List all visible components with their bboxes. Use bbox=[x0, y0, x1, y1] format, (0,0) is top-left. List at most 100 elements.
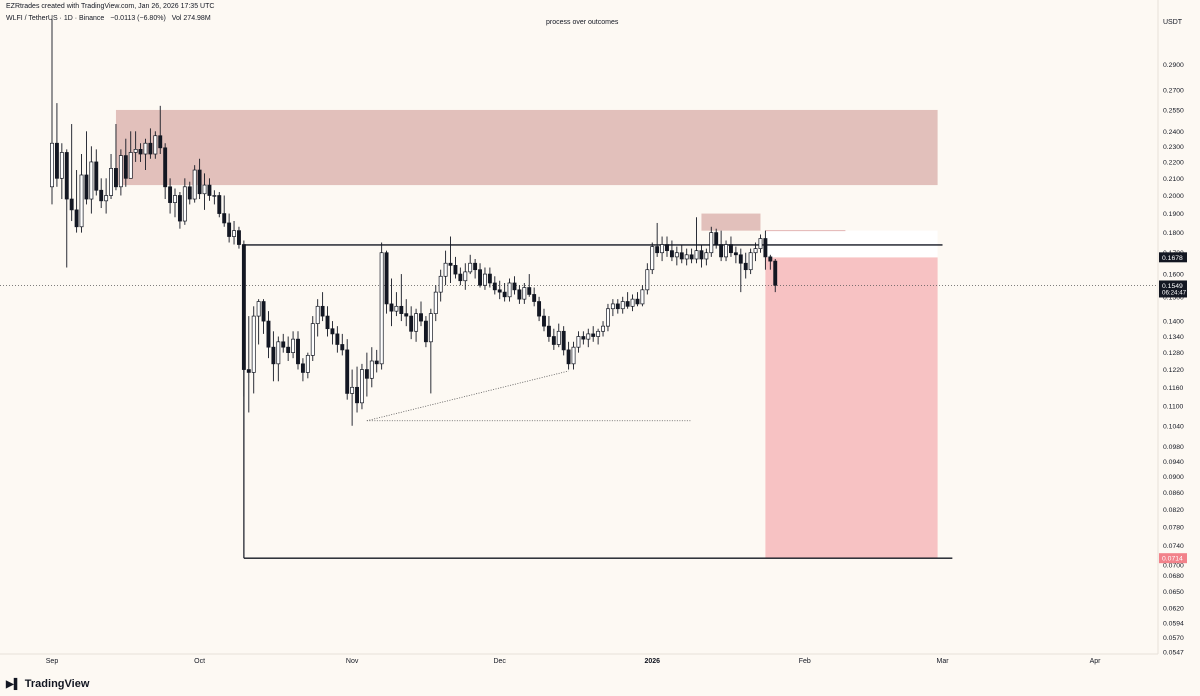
candle-body-down bbox=[335, 333, 340, 345]
candle bbox=[468, 254, 473, 275]
candle-body-down bbox=[768, 256, 773, 262]
candle bbox=[527, 274, 532, 297]
price-tick-label: 0.0740 bbox=[1163, 543, 1184, 550]
target-price-tag: 0.0714 bbox=[1162, 556, 1183, 563]
candle bbox=[296, 331, 300, 370]
candle bbox=[168, 178, 173, 214]
candle-body-up bbox=[576, 336, 581, 348]
candle-body-up bbox=[276, 341, 281, 365]
candle-body-up bbox=[291, 338, 296, 353]
candle-body-up bbox=[414, 313, 419, 332]
candle-body-up bbox=[202, 184, 207, 195]
symbol-info: WLFI / TetherUS · 1D · Binance −0.0113 (… bbox=[6, 15, 211, 22]
candle-body-down bbox=[330, 328, 335, 335]
candle-body-down bbox=[473, 262, 478, 271]
price-tick-label: 0.2900 bbox=[1163, 62, 1184, 69]
candle bbox=[763, 230, 768, 270]
candle-body-down bbox=[655, 246, 660, 254]
price-tick-label: 0.0650 bbox=[1163, 589, 1184, 596]
candle-body-up bbox=[758, 238, 763, 249]
short-stop-area bbox=[765, 230, 938, 258]
candle bbox=[566, 341, 571, 370]
price-change: −0.0113 (−6.80%) bbox=[110, 15, 166, 22]
candle-body-up bbox=[645, 269, 650, 291]
target-price-tag-bg bbox=[1159, 553, 1187, 564]
tradingview-logo[interactable]: ▶▌ TradingView bbox=[6, 676, 89, 692]
candle-body-down bbox=[340, 344, 345, 351]
candle-body-down bbox=[729, 244, 733, 254]
candle-body-down bbox=[487, 273, 492, 284]
candle-body-up bbox=[463, 271, 468, 282]
candle-body-down bbox=[296, 338, 300, 365]
price-tick-label: 0.0980 bbox=[1163, 444, 1184, 451]
candle bbox=[655, 222, 660, 257]
candle bbox=[492, 276, 497, 295]
candle-body-up bbox=[232, 230, 236, 237]
price-tick-label: 0.0900 bbox=[1163, 474, 1184, 481]
time-tick-label: Apr bbox=[1090, 658, 1102, 665]
trendline bbox=[366, 370, 569, 422]
candle bbox=[399, 274, 404, 322]
candle-body-down bbox=[527, 287, 532, 295]
candle-body-down bbox=[561, 330, 566, 351]
candle bbox=[581, 331, 586, 345]
candle-body-down bbox=[566, 349, 571, 365]
candle-body-down bbox=[453, 265, 458, 275]
price-tick-label: 0.0940 bbox=[1163, 459, 1184, 466]
candle-body-up bbox=[684, 254, 689, 260]
candle bbox=[143, 138, 148, 171]
candle bbox=[669, 240, 674, 262]
price-tick-label: 0.0620 bbox=[1163, 605, 1184, 612]
candle bbox=[109, 154, 113, 200]
candle-body-up bbox=[256, 301, 261, 317]
candle bbox=[724, 240, 728, 262]
candle bbox=[606, 303, 610, 332]
candle-body-down bbox=[374, 360, 379, 365]
candle bbox=[645, 263, 650, 295]
candle-body-down bbox=[94, 161, 99, 191]
candle bbox=[364, 352, 369, 397]
time-axis: Sep Oct Nov Dec 2026 Feb Mar Apr bbox=[46, 658, 1101, 665]
candle-body-up bbox=[438, 275, 443, 293]
candle bbox=[438, 269, 443, 302]
time-tick-label: Sep bbox=[46, 658, 59, 665]
current-price-tag: 0.1549 bbox=[1162, 283, 1183, 290]
candle bbox=[310, 316, 315, 361]
candle bbox=[433, 285, 438, 322]
candle-body-down bbox=[227, 222, 232, 237]
candle bbox=[448, 236, 453, 283]
tradingview-brand: TradingView bbox=[24, 678, 90, 690]
candle bbox=[222, 195, 227, 227]
candle-body-up bbox=[704, 252, 709, 260]
candle bbox=[374, 349, 379, 373]
candle bbox=[458, 267, 463, 286]
candle-body-up bbox=[212, 195, 217, 197]
candle bbox=[674, 246, 679, 266]
candle bbox=[404, 299, 409, 327]
candle-body-down bbox=[497, 289, 502, 293]
time-tick-label: Oct bbox=[194, 658, 205, 665]
candle bbox=[212, 190, 217, 205]
candle bbox=[286, 336, 291, 361]
price-tick-label: 0.2400 bbox=[1163, 129, 1184, 136]
candle bbox=[74, 170, 79, 233]
candle-body-down bbox=[222, 213, 227, 224]
candle bbox=[748, 248, 753, 275]
candle bbox=[300, 358, 305, 382]
candle-body-down bbox=[158, 135, 163, 149]
price-tick-label: 0.2200 bbox=[1163, 159, 1184, 166]
price-tick-label: 0.0860 bbox=[1163, 490, 1184, 497]
candle-body-down bbox=[384, 252, 389, 305]
candle-body-down bbox=[237, 230, 241, 245]
candle bbox=[507, 278, 512, 302]
candle bbox=[138, 143, 143, 162]
candle bbox=[414, 308, 419, 342]
candle-body-down bbox=[286, 346, 291, 353]
candle bbox=[94, 149, 99, 196]
candle-body-up bbox=[118, 155, 123, 188]
candle bbox=[182, 178, 187, 225]
candle bbox=[738, 248, 743, 293]
candle-body-down bbox=[699, 250, 704, 260]
candle bbox=[394, 292, 399, 317]
